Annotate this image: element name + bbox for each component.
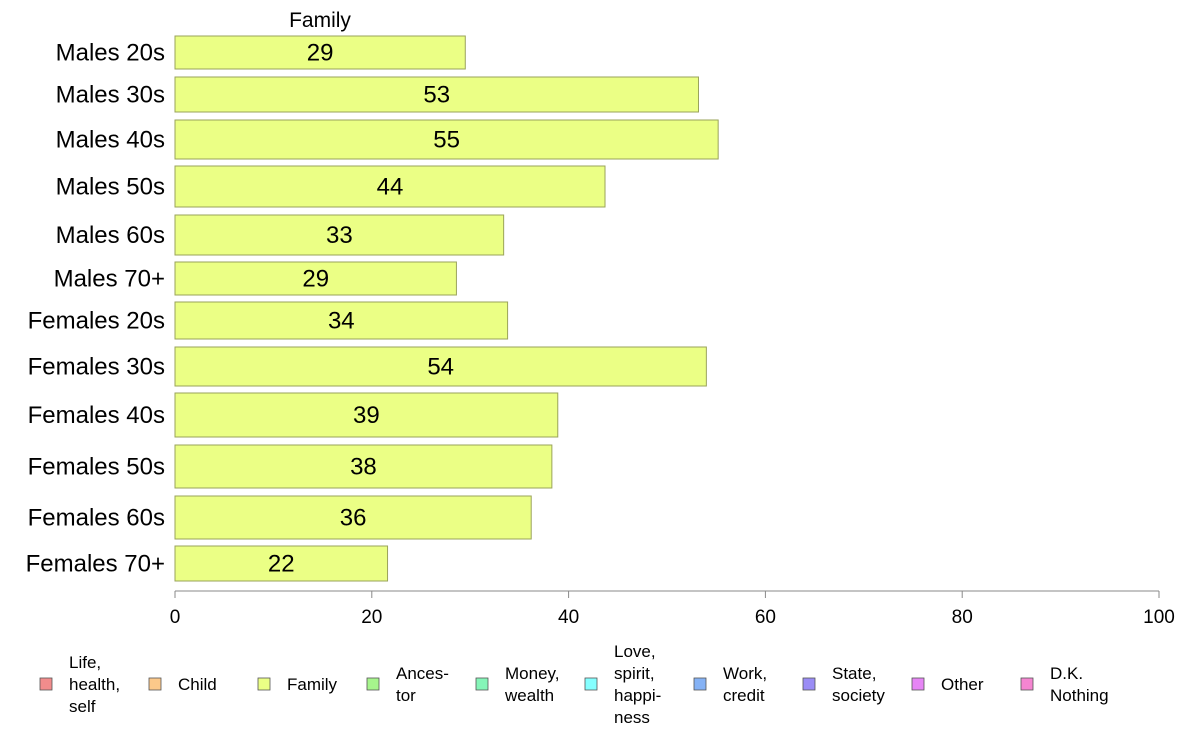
- x-axis: 0 20 40 60 80 100: [170, 590, 1175, 628]
- legend-label: Money, wealth: [504, 664, 560, 705]
- legend-label: D.K. Nothing: [1050, 664, 1109, 705]
- legend-item: Work, credit: [693, 664, 767, 705]
- bar-group: Males 20s 29: [56, 35, 466, 70]
- data-label: 29: [302, 266, 329, 293]
- bar: [174, 545, 389, 582]
- bar: [174, 214, 505, 256]
- category-label: Males 70+: [54, 266, 165, 293]
- data-label: 36: [340, 505, 367, 532]
- legend-label: Other: [941, 675, 984, 694]
- legend-item: Life, health, self: [39, 653, 120, 716]
- bar-group: Females 60s 36: [28, 495, 532, 540]
- data-label: 53: [423, 82, 450, 109]
- bar: [174, 35, 466, 70]
- category-label: Females 40s: [28, 402, 165, 429]
- bar: [174, 444, 553, 489]
- category-label: Males 20s: [56, 40, 165, 67]
- legend-label: Family: [287, 675, 338, 694]
- x-tick-label: 80: [952, 607, 973, 628]
- bar-group: Males 50s 44: [56, 165, 606, 208]
- data-label: 44: [377, 174, 404, 201]
- bar-group: Males 40s 55: [56, 119, 719, 160]
- category-label: Females 30s: [28, 354, 165, 381]
- bar: [174, 495, 532, 540]
- bar-group: Males 70+ 29: [54, 261, 457, 296]
- bar-group: Females 40s 39: [28, 392, 559, 438]
- legend-label: Love, spirit, happi-ness: [614, 642, 661, 727]
- x-tick-label: 20: [361, 607, 382, 628]
- legend-item: Child: [148, 675, 217, 694]
- legend-swatch: [475, 677, 489, 691]
- chart-title: Family: [289, 9, 351, 32]
- legend-swatch: [584, 677, 598, 691]
- category-label: Males 40s: [56, 127, 165, 154]
- data-label: 38: [350, 454, 377, 481]
- bar: [174, 165, 606, 208]
- bar-group: Males 60s 33: [56, 214, 505, 256]
- bar-group: Females 50s 38: [28, 444, 553, 489]
- bar-group: Males 30s 53: [56, 76, 699, 113]
- category-label: Females 70+: [26, 551, 165, 578]
- legend-item: State, society: [802, 664, 885, 705]
- category-label: Females 20s: [28, 308, 165, 335]
- bar: [174, 346, 707, 387]
- category-label: Females 60s: [28, 505, 165, 532]
- x-tick-label: 40: [558, 607, 579, 628]
- legend-swatch: [693, 677, 707, 691]
- legend-label: Work, credit: [723, 664, 767, 705]
- bar-group: Females 70+ 22: [26, 545, 389, 582]
- data-label: 29: [307, 40, 334, 67]
- data-label: 22: [268, 551, 295, 578]
- legend-swatch: [911, 677, 925, 691]
- bars-group: Males 20s 29 Males 30s 53 Males 40s 55 Males 5…: [26, 35, 719, 582]
- category-label: Females 50s: [28, 454, 165, 481]
- legend-swatch: [366, 677, 380, 691]
- legend-label: Life, health, self: [69, 653, 120, 716]
- legend-swatch: [148, 677, 162, 691]
- legend-swatch: [802, 677, 816, 691]
- data-label: 34: [328, 308, 355, 335]
- legend-label: Child: [178, 675, 217, 694]
- legend-swatch: [257, 677, 271, 691]
- category-label: Males 50s: [56, 174, 165, 201]
- legend-label: State, society: [832, 664, 885, 705]
- legend-swatch: [1020, 677, 1034, 691]
- data-label: 33: [326, 222, 353, 249]
- legend-item: D.K. Nothing: [1020, 664, 1109, 705]
- data-label: 54: [427, 354, 454, 381]
- x-tick-label: 60: [755, 607, 776, 628]
- x-tick-label: 100: [1143, 607, 1175, 628]
- legend-label: Ances-tor: [396, 664, 449, 705]
- bar-group: Females 20s 34: [28, 301, 509, 340]
- bar: [174, 301, 509, 340]
- category-label: Males 60s: [56, 222, 165, 249]
- legend: Life, health, self Child Family Ances-tor Mone…: [39, 642, 1109, 727]
- data-label: 39: [353, 402, 380, 429]
- legend-item: Family: [257, 675, 338, 694]
- legend-swatch: [39, 677, 53, 691]
- x-tick-label: 0: [170, 607, 181, 628]
- bar: [174, 261, 457, 296]
- bar: [174, 119, 719, 160]
- legend-item: Ances-tor: [366, 664, 449, 705]
- category-label: Males 30s: [56, 82, 165, 109]
- legend-item: Other: [911, 675, 984, 694]
- data-label: 55: [433, 127, 460, 154]
- bar: [174, 392, 559, 438]
- bar-group: Females 30s 54: [28, 346, 707, 387]
- bar: [174, 76, 699, 113]
- legend-item: Love, spirit, happi-ness: [584, 642, 661, 727]
- legend-item: Money, wealth: [475, 664, 560, 705]
